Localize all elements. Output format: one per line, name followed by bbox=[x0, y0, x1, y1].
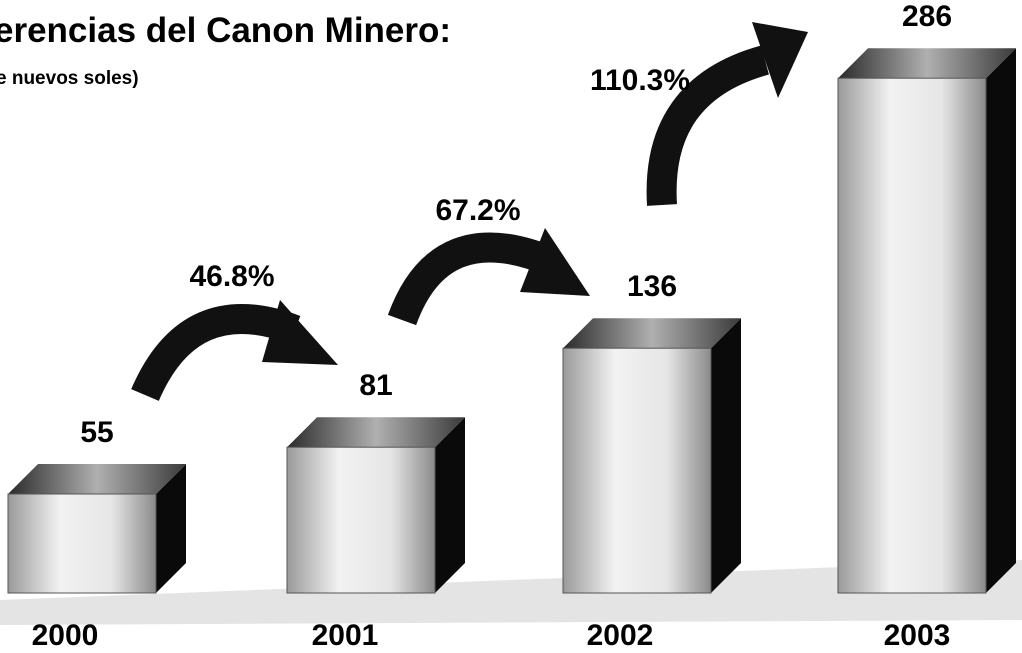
x-tick-label: 2001 bbox=[312, 619, 379, 652]
x-tick-label: 2002 bbox=[587, 619, 654, 652]
x-tick-label: 2000 bbox=[32, 619, 99, 652]
bar-top bbox=[563, 318, 741, 349]
bar-side bbox=[156, 464, 186, 593]
growth-arrow bbox=[646, 22, 808, 206]
growth-arrow bbox=[387, 228, 590, 326]
x-tick-label: 2003 bbox=[884, 619, 951, 652]
value-label: 81 bbox=[359, 369, 392, 402]
bar-side bbox=[435, 417, 465, 593]
chart-subtitle: e nuevos soles) bbox=[0, 68, 139, 89]
value-label: 55 bbox=[80, 416, 113, 449]
ground-shadow bbox=[0, 560, 1022, 625]
value-label: 286 bbox=[902, 0, 952, 33]
bar-side bbox=[711, 318, 741, 593]
value-label: 136 bbox=[627, 270, 677, 303]
bar bbox=[562, 347, 712, 594]
bar bbox=[7, 493, 157, 594]
bar bbox=[286, 446, 436, 594]
bar-top bbox=[8, 464, 186, 494]
growth-label: 67.2% bbox=[435, 194, 520, 227]
bar bbox=[837, 77, 987, 594]
chart-title: erencias del Canon Minero: bbox=[0, 11, 451, 50]
bar-top bbox=[838, 48, 1016, 79]
bar-side bbox=[986, 48, 1016, 593]
bar-top bbox=[287, 417, 465, 448]
growth-arrow bbox=[131, 300, 338, 402]
growth-label: 110.3% bbox=[590, 64, 690, 97]
growth-label: 46.8% bbox=[189, 260, 274, 293]
